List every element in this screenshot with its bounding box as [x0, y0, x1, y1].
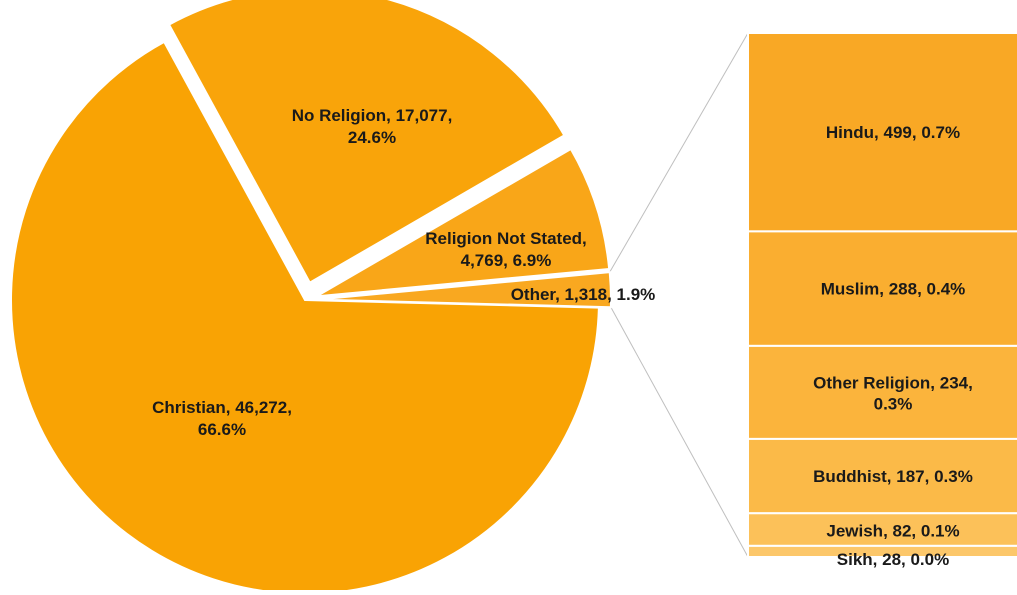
bar-labels: Hindu, 499, 0.7% Muslim, 288, 0.4% Other R… — [813, 123, 973, 569]
bar-label-sikh: Sikh, 28, 0.0% — [837, 550, 949, 569]
pie-label-religion-not-stated: Religion Not Stated, 4,769, 6.9% — [425, 229, 587, 270]
pie-label-other: Other, 1,318, 1.9% — [511, 285, 656, 304]
connector-line-top — [609, 32, 749, 273]
pie-slice-religion-not-stated — [315, 147, 611, 298]
pie-slice-christian — [10, 40, 600, 595]
bar-label-other-religion: Other Religion, 234, 0.3% — [813, 373, 973, 413]
pie — [10, 0, 612, 595]
bar-label-buddhist: Buddhist, 187, 0.3% — [813, 467, 973, 486]
bar-segment-other-religion — [747, 344, 1017, 440]
pie-labels: Christian, 46,272, 66.6% No Religion, 17,0… — [152, 106, 655, 439]
bar-label-muslim: Muslim, 288, 0.4% — [821, 280, 966, 299]
pie-label-no-religion: No Religion, 17,077, 24.6% — [292, 106, 453, 147]
bar-label-hindu: Hindu, 499, 0.7% — [826, 123, 960, 142]
pie-label-christian: Christian, 46,272, 66.6% — [152, 398, 292, 439]
bar-segment-sikh — [747, 544, 1017, 558]
bar-segment-hindu — [747, 32, 1017, 233]
connector-lines — [609, 32, 749, 558]
pie-slice-no-religion — [167, 0, 566, 285]
connector-line-bottom — [610, 306, 749, 558]
bar-segment-muslim — [747, 230, 1017, 347]
bar-label-jewish: Jewish, 82, 0.1% — [826, 522, 959, 541]
bar-segment-buddhist — [747, 437, 1017, 515]
pie-slice-other — [316, 271, 612, 309]
breakdown-bar — [747, 32, 1017, 558]
